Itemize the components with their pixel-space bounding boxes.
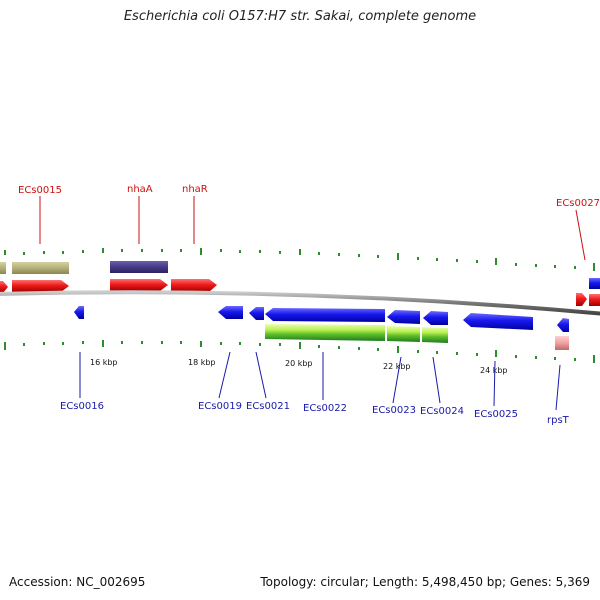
cog-block-olive	[12, 262, 69, 274]
reverse-cds-arrow	[557, 318, 569, 332]
inner-tick-ring	[4, 340, 595, 363]
gene-label-nhaa: nhaA	[127, 184, 153, 195]
forward-cds-arrow	[110, 279, 168, 291]
cog-block-green	[422, 327, 448, 343]
forward-cds-arrow	[0, 281, 8, 293]
genome-summary-text: Topology: circular; Length: 5,498,450 bp…	[260, 575, 590, 589]
scale-tick-16kbp: 16 kbp	[90, 358, 118, 367]
forward-cds-arrow	[12, 280, 69, 292]
scale-tick-20kbp: 20 kbp	[285, 359, 313, 368]
gene-label-ecs0023: ECs0023	[372, 405, 416, 416]
forward-cds-arrow	[576, 293, 587, 306]
cog-block-purple	[110, 261, 168, 273]
gene-label-ecs0021: ECs0021	[246, 401, 290, 412]
gene-label-ecs0016: ECs0016	[60, 401, 104, 412]
reverse-cds-arrow	[423, 311, 448, 325]
reverse-cds-arrow	[74, 306, 84, 319]
cog-block-green	[265, 324, 385, 341]
cog-block-green	[387, 326, 420, 342]
genome-backbone	[0, 290, 600, 316]
gene-label-ecs0019: ECs0019	[198, 401, 242, 412]
gene-label-ecs0025: ECs0025	[474, 409, 518, 420]
gene-label-ecs0024: ECs0024	[420, 406, 464, 417]
accession-text: Accession: NC_002695	[9, 575, 146, 589]
reverse-leader-lines	[79, 351, 561, 411]
reverse-cds-arrow	[249, 307, 264, 320]
gene-label-ecs0027: ECs0027	[556, 198, 600, 209]
forward-leader-lines	[39, 196, 586, 261]
scale-tick-24kbp: 24 kbp	[480, 366, 508, 375]
outer-tick-ring	[4, 248, 595, 271]
gene-label-nhar: nhaR	[182, 184, 208, 195]
cog-block-pink	[555, 336, 569, 350]
reverse-cds-arrow	[218, 306, 243, 319]
forward-cds-arrow	[171, 279, 217, 292]
map-title: Escherichia coli O157:H7 str. Sakai, com…	[123, 9, 477, 24]
reverse-cds-arrow	[387, 310, 420, 324]
gene-label-ecs0022: ECs0022	[303, 403, 347, 414]
gene-label-rpst: rpsT	[547, 415, 570, 426]
scale-tick-18kbp: 18 kbp	[188, 358, 216, 367]
reverse-cds-arrow	[265, 308, 385, 322]
gene-label-ecs0015: ECs0015	[18, 185, 62, 196]
reverse-cds-arrow	[463, 313, 533, 330]
cog-block-blue-edge	[589, 278, 600, 289]
cog-block-olive-edge	[0, 262, 6, 274]
scale-tick-22kbp: 22 kbp	[383, 362, 411, 371]
forward-cds-edge	[589, 294, 600, 306]
